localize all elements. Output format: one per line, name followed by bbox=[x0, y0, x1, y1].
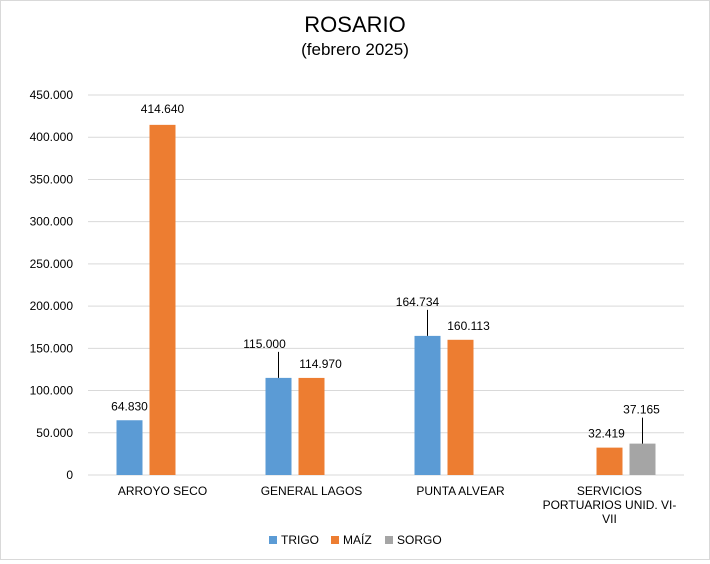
data-labels: 64.830 414.640 115.000 114.970 164.734 160.11… bbox=[111, 102, 660, 441]
data-label: 64.830 bbox=[111, 399, 148, 413]
legend-label: SORGO bbox=[397, 533, 442, 547]
data-label: 115.000 bbox=[243, 337, 286, 351]
gridlines bbox=[88, 94, 684, 476]
y-tick-label: 400.000 bbox=[30, 130, 74, 144]
bar-maíz bbox=[298, 377, 325, 475]
data-label: 414.640 bbox=[141, 102, 185, 116]
category-label: SERVICIOS bbox=[577, 484, 642, 498]
bar-maíz bbox=[596, 447, 623, 475]
chart-subtitle: (febrero 2025) bbox=[301, 40, 409, 59]
data-label: 32.419 bbox=[588, 427, 625, 441]
y-tick-label: 200.000 bbox=[30, 299, 74, 313]
data-label: 37.165 bbox=[623, 403, 660, 417]
y-tick-label: 0 bbox=[66, 468, 73, 482]
legend-swatch bbox=[385, 536, 393, 544]
category-labels: ARROYO SECO GENERAL LAGOS PUNTA ALVEAR SERV… bbox=[118, 484, 677, 526]
y-tick-label: 150.000 bbox=[30, 341, 74, 355]
data-label: 114.970 bbox=[299, 357, 342, 371]
bar-sorgo bbox=[629, 443, 656, 475]
bar-maíz bbox=[447, 339, 474, 475]
y-tick-label: 450.000 bbox=[30, 88, 74, 102]
category-label: PORTUARIOS UNID. VI- bbox=[543, 498, 677, 512]
leader-lines bbox=[278, 309, 643, 444]
bars bbox=[116, 124, 656, 475]
y-tick-label: 250.000 bbox=[30, 257, 74, 271]
legend-swatch bbox=[269, 536, 277, 544]
bar-maíz bbox=[149, 124, 176, 475]
legend: TRIGO MAÍZ SORGO bbox=[269, 532, 442, 547]
bar-trigo bbox=[265, 377, 292, 475]
y-tick-label: 100.000 bbox=[30, 384, 74, 398]
bar-trigo bbox=[116, 420, 143, 475]
bar-trigo bbox=[414, 335, 441, 475]
chart-title: ROSARIO bbox=[304, 12, 405, 37]
legend-swatch bbox=[331, 536, 339, 544]
category-label: PUNTA ALVEAR bbox=[416, 484, 505, 498]
category-label: GENERAL LAGOS bbox=[261, 484, 363, 498]
legend-label: MAÍZ bbox=[343, 532, 372, 547]
category-label: VII bbox=[602, 512, 617, 526]
legend-label: TRIGO bbox=[281, 533, 319, 547]
y-tick-label: 300.000 bbox=[30, 215, 74, 229]
data-label: 164.734 bbox=[396, 295, 440, 309]
y-tick-label: 50.000 bbox=[36, 426, 73, 440]
data-label: 160.113 bbox=[447, 319, 490, 333]
category-label: ARROYO SECO bbox=[118, 484, 207, 498]
y-tick-label: 350.000 bbox=[30, 172, 74, 186]
y-axis-tick-labels: 0 50.000 100.000 150.000 200.000 250.000 300.0… bbox=[30, 88, 74, 482]
